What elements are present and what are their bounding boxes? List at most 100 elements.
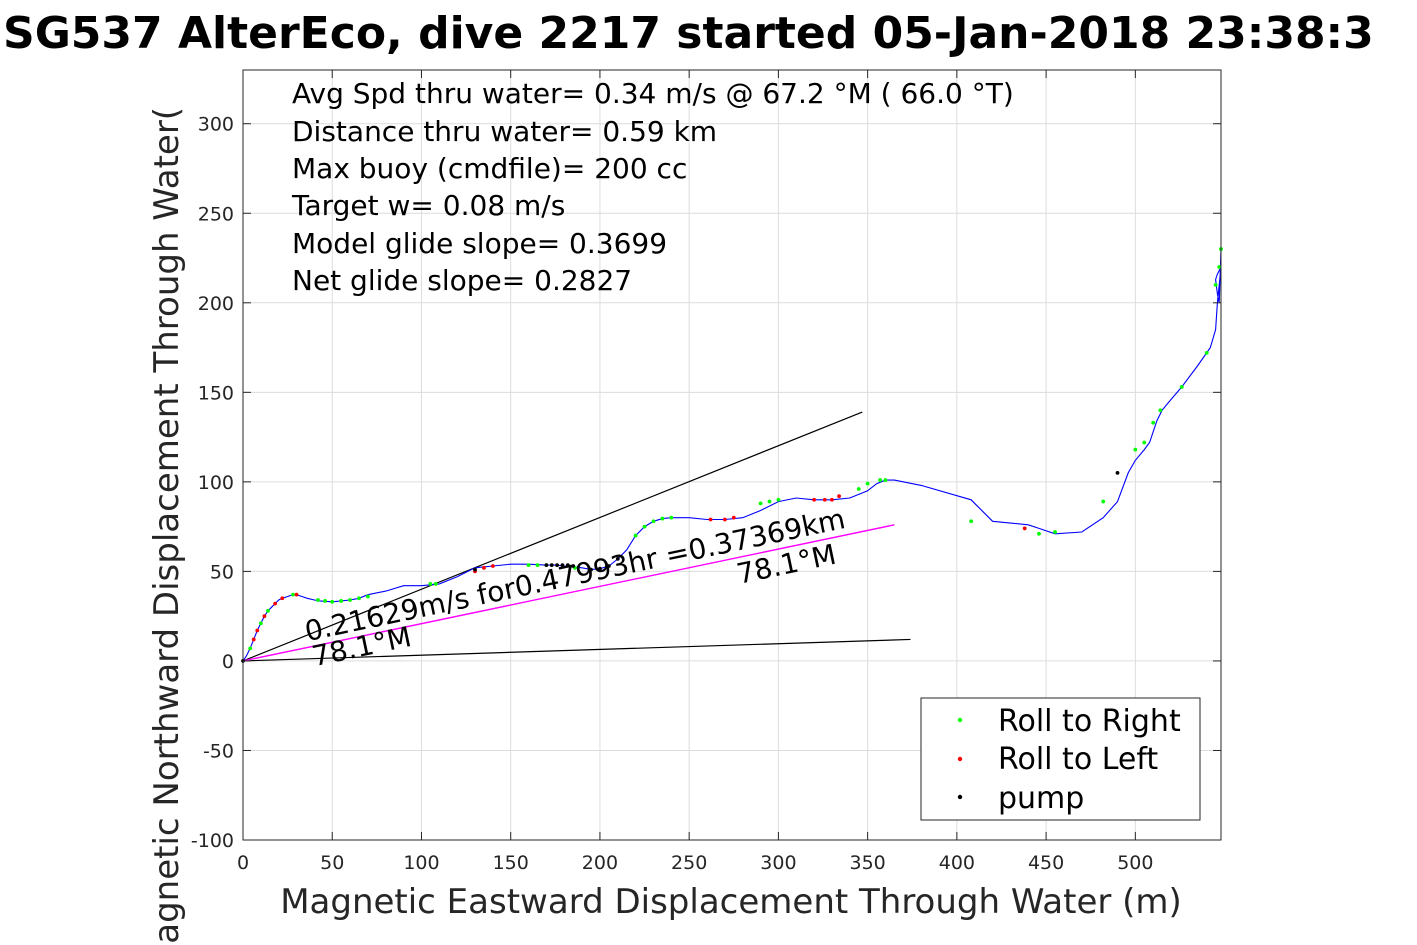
roll-left-point bbox=[251, 637, 256, 642]
roll-right-point bbox=[1217, 265, 1222, 269]
roll-right-point bbox=[323, 599, 327, 603]
pump-point bbox=[589, 567, 593, 572]
roll-right-point bbox=[1142, 440, 1147, 445]
roll-right-point bbox=[758, 501, 763, 506]
roll-left-point bbox=[731, 515, 736, 520]
y-tick-label: 150 bbox=[198, 382, 234, 404]
roll-right-point bbox=[433, 582, 438, 586]
roll-right-point bbox=[969, 519, 974, 524]
legend-label-pump: pump bbox=[998, 781, 1084, 816]
stat-target-w: Target w= 0.08 m/s bbox=[291, 189, 565, 222]
legend-marker-pump bbox=[957, 794, 963, 800]
roll-left-point bbox=[722, 517, 727, 522]
y-tick-label: 250 bbox=[198, 203, 234, 225]
pump-point bbox=[615, 556, 620, 561]
pump-point bbox=[473, 567, 477, 572]
roll-right-point bbox=[258, 621, 263, 626]
x-tick-label: 150 bbox=[493, 852, 529, 874]
roll-right-point bbox=[878, 478, 883, 482]
roll-right-point bbox=[357, 596, 361, 601]
chart-title: SG537 AlterEco, dive 2217 started 05-Jan… bbox=[3, 8, 1374, 59]
roll-left-point bbox=[812, 497, 816, 502]
x-tick-label: 50 bbox=[320, 852, 344, 874]
roll-right-point bbox=[1204, 351, 1209, 355]
y-tick-label: 0 bbox=[222, 651, 234, 673]
plot-frame bbox=[242, 69, 1222, 841]
y-axis-label: Magnetic Northward Displacement Through … bbox=[147, 107, 187, 945]
roll-right-point bbox=[339, 599, 344, 603]
x-tick-label: 200 bbox=[582, 852, 618, 874]
x-tick-label: 0 bbox=[237, 852, 249, 874]
roll-left-point bbox=[294, 592, 299, 597]
roll-left-point bbox=[490, 564, 495, 568]
pump-point bbox=[571, 564, 576, 568]
x-tick-label: 250 bbox=[671, 852, 707, 874]
legend-marker-roll-left bbox=[957, 756, 963, 762]
axis-ticks: 0 50 100 150 200 250 300 350 400 450 500 -100 -50 0 50… bbox=[191, 70, 1221, 874]
roll-left-point bbox=[280, 596, 285, 601]
legend-label-roll-left: Roll to Left bbox=[998, 742, 1158, 777]
roll-right-point bbox=[1151, 420, 1156, 425]
roll-right-point bbox=[348, 598, 352, 602]
x-tick-label: 500 bbox=[1117, 852, 1153, 874]
roll-left-point bbox=[273, 601, 278, 606]
x-tick-label: 400 bbox=[939, 852, 975, 874]
x-tick-label: 300 bbox=[760, 852, 796, 874]
roll-right-point bbox=[316, 598, 320, 602]
roll-right-point bbox=[1179, 385, 1184, 389]
pump-point bbox=[565, 563, 570, 568]
roll-right-point bbox=[526, 563, 531, 568]
roll-right-point bbox=[366, 594, 370, 599]
pump-point bbox=[549, 563, 554, 568]
stat-distance: Distance thru water= 0.59 km bbox=[292, 115, 717, 148]
legend-box bbox=[920, 697, 1201, 821]
stat-net-glide: Net glide slope= 0.2827 bbox=[292, 264, 632, 297]
legend: Roll to Right Roll to Left pump bbox=[920, 697, 1201, 821]
roll-right-point bbox=[1101, 499, 1106, 504]
pump-point bbox=[598, 566, 602, 571]
roll-right-point bbox=[1213, 282, 1218, 287]
roll-left-point bbox=[1022, 526, 1027, 531]
roll-right-point bbox=[1133, 447, 1138, 452]
roll-right-point bbox=[535, 563, 540, 568]
roll-right-point bbox=[776, 497, 781, 502]
roll-left-point bbox=[837, 494, 841, 499]
roll-right-point bbox=[883, 478, 888, 482]
roll-right-point bbox=[651, 519, 656, 524]
stat-max-buoy: Max buoy (cmdfile)= 200 cc bbox=[292, 152, 687, 185]
reference-line bbox=[242, 524, 895, 662]
pump-point bbox=[544, 563, 549, 568]
roll-left-point bbox=[822, 497, 827, 502]
reference-lines bbox=[242, 411, 911, 662]
y-tick-label: -50 bbox=[203, 740, 234, 762]
roll-right-point bbox=[1053, 530, 1057, 534]
roll-right-point bbox=[767, 499, 772, 504]
roll-right-point bbox=[330, 599, 335, 604]
x-tick-label: 450 bbox=[1028, 852, 1064, 874]
x-axis-label: Magnetic Eastward Displacement Through W… bbox=[280, 882, 1182, 922]
roll-right-point bbox=[856, 487, 861, 491]
stat-model-glide: Model glide slope= 0.3699 bbox=[292, 227, 667, 260]
roll-right-point bbox=[1158, 408, 1163, 413]
stats-block: Avg Spd thru water= 0.34 m/s @ 67.2 °M (… bbox=[291, 77, 1014, 297]
pump-point bbox=[606, 564, 611, 568]
y-tick-label: 100 bbox=[198, 472, 234, 494]
reference-line bbox=[242, 638, 911, 662]
pump-point bbox=[555, 563, 560, 568]
legend-marker-roll-right bbox=[957, 717, 963, 723]
roll-left-point bbox=[262, 614, 267, 619]
roll-right-point bbox=[291, 592, 295, 597]
roll-left-point bbox=[708, 517, 713, 522]
reference-line bbox=[242, 411, 863, 662]
roll-left-point bbox=[482, 565, 486, 570]
roll-left-point bbox=[830, 497, 834, 502]
marker-series bbox=[241, 247, 1223, 663]
roll-right-point bbox=[266, 608, 270, 613]
x-tick-label: 350 bbox=[850, 852, 886, 874]
roll-right-point bbox=[660, 516, 665, 521]
roll-right-point bbox=[248, 646, 253, 651]
roll-right-point bbox=[633, 533, 638, 538]
roll-right-point bbox=[428, 582, 433, 586]
roll-right-point bbox=[642, 524, 647, 529]
